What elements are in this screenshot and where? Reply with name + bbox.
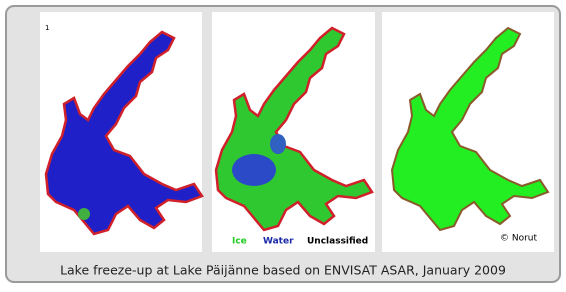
credit: © Norut: [500, 234, 538, 244]
figure: 1 Ice Water Unclassified © Norut Lake fr…: [0, 0, 566, 288]
legend-water: Water: [263, 237, 294, 247]
caption: Lake freeze-up at Lake Päijänne based on…: [60, 263, 506, 278]
panel-label: 1: [45, 24, 49, 32]
legend-ice: Ice: [232, 237, 247, 247]
legend-unclassified: Unclassified: [307, 237, 368, 247]
page: 1 Ice Water Unclassified © Norut Lake fr…: [0, 0, 566, 288]
